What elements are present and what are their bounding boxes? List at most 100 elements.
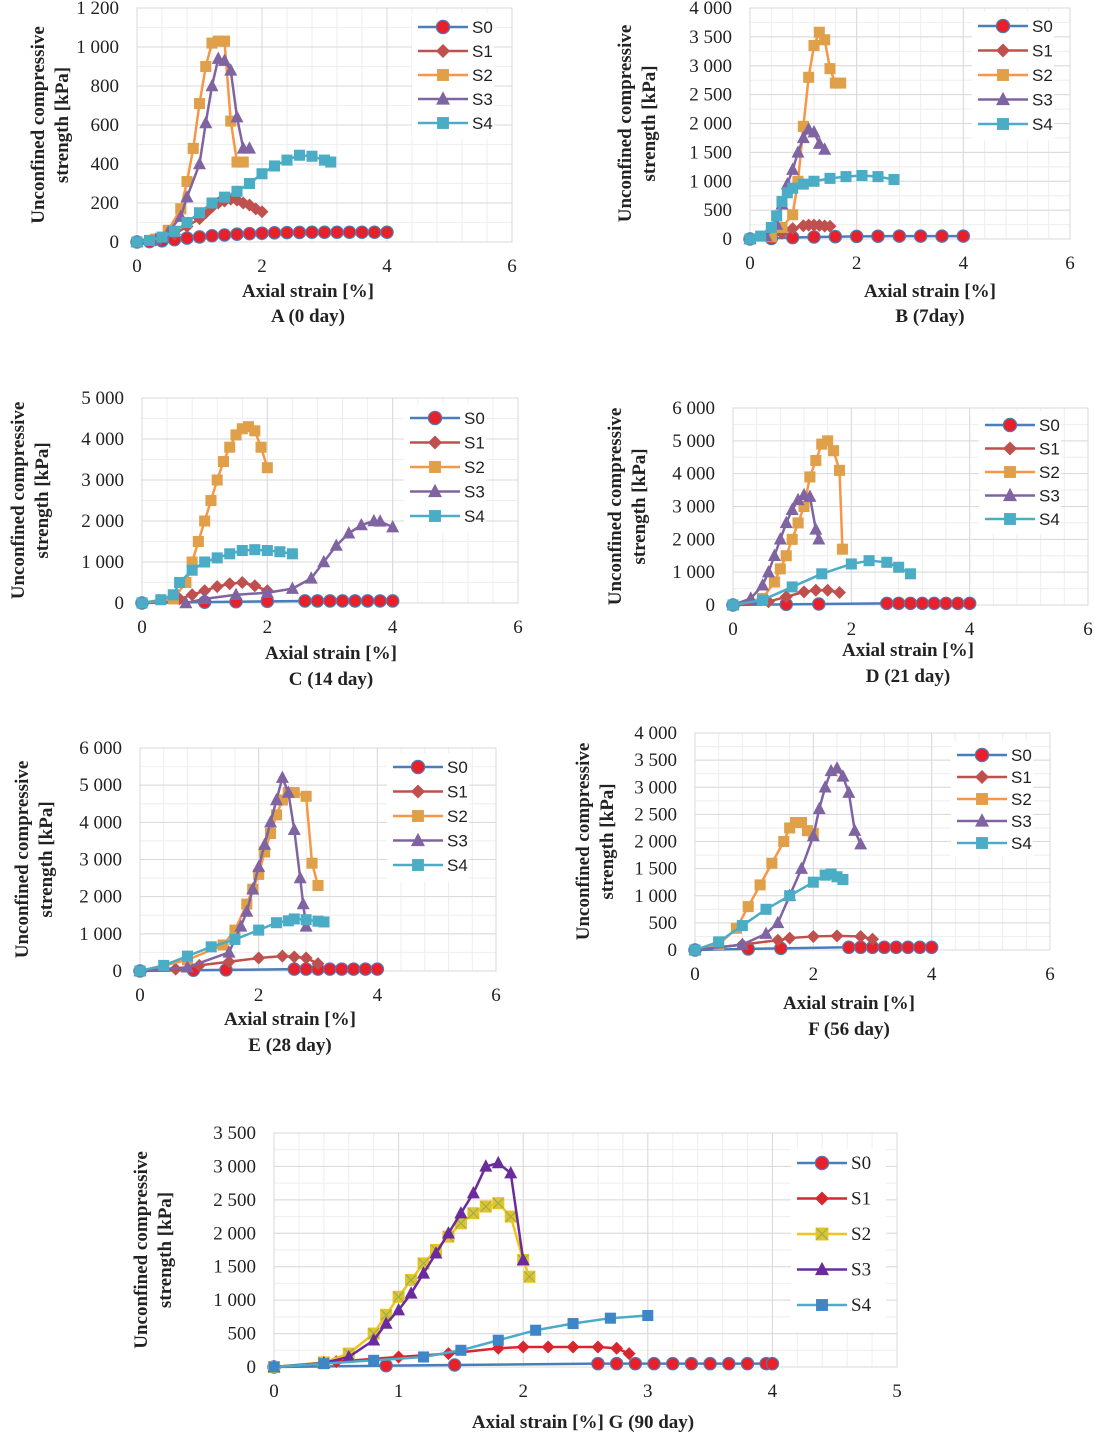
- data-point: [206, 37, 218, 49]
- data-point: [243, 141, 256, 154]
- x-axis-label: Axial strain [%]: [842, 640, 974, 661]
- data-point: [830, 761, 844, 774]
- data-point: [241, 898, 253, 910]
- y-tick-label: 400: [91, 154, 120, 175]
- series-line: [273, 1314, 648, 1369]
- y-tick-label: 2 000: [213, 1223, 256, 1244]
- data-point: [231, 185, 243, 197]
- y-tick-label: 2 000: [672, 529, 715, 550]
- y-tick-label: 3 000: [79, 850, 122, 871]
- data-point: [808, 40, 820, 52]
- data-point: [665, 1356, 680, 1371]
- data-point: [795, 816, 808, 829]
- data-point: [312, 879, 324, 892]
- y-tick-label: 5 000: [672, 431, 715, 452]
- data-point: [479, 1159, 493, 1172]
- data-point: [305, 225, 319, 240]
- y-axis-label: strength [kPa]: [639, 65, 660, 181]
- panel-title: E (28 day): [248, 1035, 331, 1056]
- legend-marker: [814, 1155, 830, 1171]
- data-point: [491, 1155, 505, 1169]
- data-point: [771, 915, 785, 929]
- data-point: [713, 936, 725, 948]
- legend-item-s0: S0: [957, 746, 1032, 765]
- legend-item-s3: S3: [985, 487, 1060, 506]
- x-axis-label: Axial strain [%]: [265, 643, 397, 664]
- x-tick-label: 6: [1065, 253, 1075, 274]
- data-point: [385, 594, 400, 608]
- x-tick-label: 0: [137, 617, 147, 638]
- data-point: [296, 896, 310, 910]
- legend-item-s1: S1: [957, 768, 1032, 787]
- y-axis-label: Unconfined compressive: [12, 761, 33, 959]
- y-tick-label: 2 000: [634, 832, 677, 853]
- data-point: [174, 576, 186, 589]
- data-point: [804, 471, 816, 483]
- data-point: [249, 425, 261, 437]
- data-point: [881, 556, 893, 568]
- data-point: [768, 576, 780, 588]
- data-point: [131, 236, 143, 248]
- y-tick-label: 0: [668, 940, 678, 961]
- data-point: [167, 589, 179, 601]
- data-point: [807, 125, 821, 138]
- y-tick-label: 2 500: [213, 1190, 256, 1211]
- x-axis-label: Axial strain [%] G (90 day): [472, 1412, 694, 1433]
- legend-label: S4: [447, 856, 468, 875]
- data-point: [903, 596, 918, 611]
- legend: S0 S1 S2 S3 S4: [404, 404, 486, 533]
- legend-marker: [436, 91, 450, 105]
- y-tick-label: 3 000: [689, 56, 732, 77]
- x-tick-label: 4: [373, 985, 383, 1006]
- data-point: [299, 919, 313, 932]
- legend-label: S2: [447, 807, 468, 826]
- data-point: [179, 595, 193, 609]
- data-point: [330, 225, 344, 240]
- legend-item-s4: S4: [978, 115, 1053, 134]
- legend-label: S1: [464, 434, 485, 453]
- legend-label: S1: [1011, 768, 1032, 787]
- data-point: [367, 225, 382, 240]
- legend-label: S4: [464, 507, 485, 526]
- data-point: [287, 962, 302, 976]
- data-point: [274, 546, 286, 558]
- data-point: [492, 1334, 504, 1346]
- data-point: [192, 535, 204, 548]
- legend-marker: [1003, 441, 1017, 456]
- legend-item-s0: S0: [985, 416, 1060, 435]
- y-axis-label: Unconfined compressive: [8, 402, 29, 600]
- legend-marker: [815, 1227, 829, 1241]
- x-tick-label: 6: [1045, 964, 1055, 985]
- legend-label: S4: [851, 1295, 872, 1316]
- data-point: [785, 502, 799, 515]
- series-s4: [268, 1309, 654, 1373]
- y-tick-label: 3 500: [213, 1123, 256, 1144]
- legend-label: S4: [1011, 834, 1032, 853]
- y-axis-label: strength [kPa]: [629, 448, 650, 564]
- x-tick-label: 4: [965, 619, 975, 640]
- legend-marker: [435, 19, 451, 35]
- y-tick-label: 3 000: [81, 470, 124, 491]
- data-point: [622, 1347, 636, 1361]
- data-point: [355, 225, 369, 240]
- data-point: [825, 868, 837, 880]
- y-tick-label: 3 500: [689, 27, 732, 48]
- data-point: [299, 962, 313, 976]
- data-point: [404, 1286, 418, 1299]
- y-tick-label: 3 000: [634, 777, 677, 798]
- data-point: [939, 596, 953, 611]
- legend-marker: [996, 91, 1010, 106]
- data-point: [405, 1274, 418, 1287]
- data-point: [801, 825, 813, 837]
- legend-item-s3: S3: [797, 1260, 871, 1281]
- x-axis-label: Axial strain [%]: [864, 281, 996, 302]
- y-tick-label: 500: [649, 913, 678, 934]
- x-axis-label: Axial strain [%]: [242, 281, 374, 302]
- legend-item-s0: S0: [418, 18, 493, 37]
- data-point: [298, 594, 312, 608]
- data-point: [773, 532, 787, 545]
- data-point: [766, 857, 778, 869]
- data-point: [318, 1358, 330, 1370]
- data-point: [812, 597, 826, 611]
- y-tick-label: 6 000: [79, 738, 122, 759]
